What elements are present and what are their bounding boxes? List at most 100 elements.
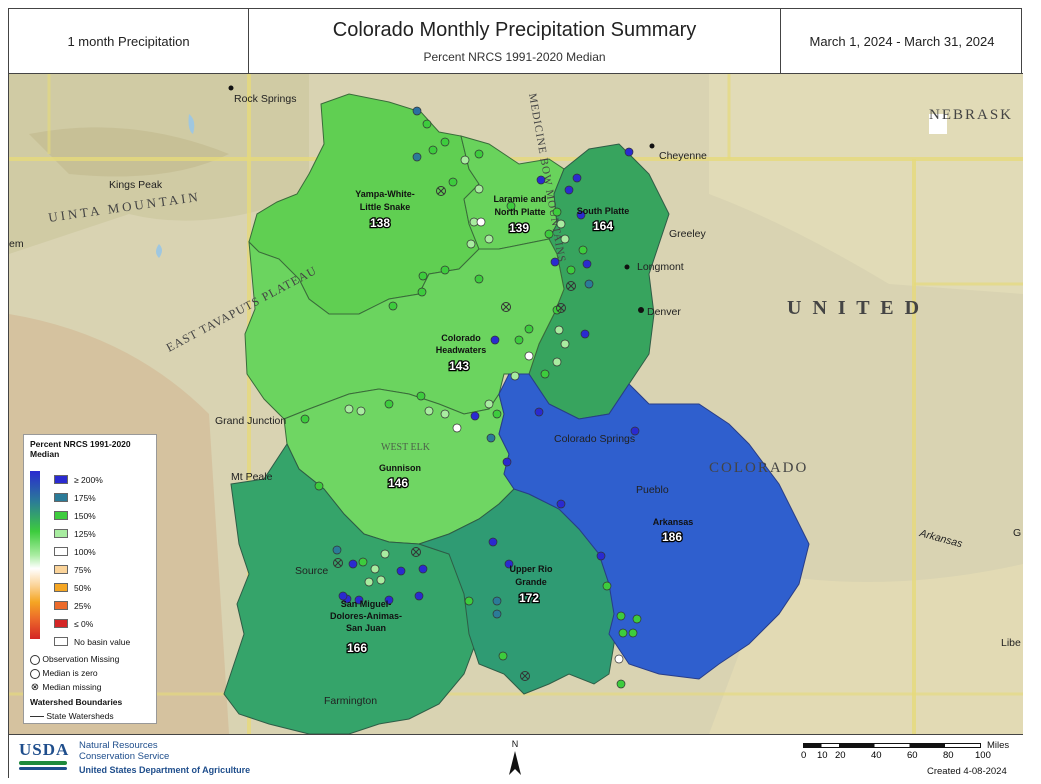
station-point[interactable]	[578, 245, 588, 255]
station-point[interactable]	[618, 628, 628, 638]
station-point[interactable]	[580, 329, 590, 339]
station-point[interactable]	[474, 274, 484, 284]
station-point[interactable]	[364, 577, 374, 587]
station-point[interactable]	[332, 545, 342, 555]
station-point[interactable]	[510, 371, 520, 381]
station-point[interactable]	[552, 207, 562, 217]
station-point[interactable]	[428, 145, 438, 155]
station-point[interactable]	[506, 201, 516, 211]
station-point[interactable]	[476, 217, 486, 227]
station-point[interactable]	[614, 654, 624, 664]
station-point[interactable]	[338, 591, 348, 601]
station-point[interactable]	[466, 239, 476, 249]
station-point[interactable]	[418, 564, 428, 574]
station-point[interactable]	[376, 575, 386, 585]
basin-arkansas[interactable]	[498, 373, 810, 680]
station-point[interactable]	[474, 184, 484, 194]
station-point[interactable]	[414, 591, 424, 601]
station-point[interactable]	[504, 559, 514, 569]
scale-tick: 60	[907, 750, 918, 761]
station-point[interactable]	[358, 557, 368, 567]
median-missing-marker[interactable]	[566, 281, 576, 291]
station-point[interactable]	[440, 137, 450, 147]
station-point[interactable]	[384, 595, 394, 605]
station-point[interactable]	[492, 409, 502, 419]
station-point[interactable]	[524, 351, 534, 361]
station-point[interactable]	[474, 149, 484, 159]
station-point[interactable]	[584, 279, 594, 289]
station-point[interactable]	[440, 409, 450, 419]
station-point[interactable]	[492, 596, 502, 606]
station-point[interactable]	[524, 324, 534, 334]
station-point[interactable]	[412, 152, 422, 162]
station-point[interactable]	[566, 265, 576, 275]
station-point[interactable]	[424, 406, 434, 416]
station-point[interactable]	[396, 566, 406, 576]
station-point[interactable]	[602, 581, 612, 591]
station-point[interactable]	[418, 271, 428, 281]
station-point[interactable]	[484, 399, 494, 409]
station-point[interactable]	[314, 481, 324, 491]
station-point[interactable]	[490, 335, 500, 345]
median-missing-marker[interactable]	[556, 303, 566, 313]
station-point[interactable]	[384, 399, 394, 409]
station-point[interactable]	[486, 433, 496, 443]
station-point[interactable]	[552, 357, 562, 367]
station-point[interactable]	[488, 537, 498, 547]
median-missing-marker[interactable]	[520, 671, 530, 681]
station-point[interactable]	[624, 147, 634, 157]
station-point[interactable]	[300, 414, 310, 424]
scale-tick: 10	[817, 750, 828, 761]
station-point[interactable]	[354, 595, 364, 605]
station-point[interactable]	[556, 219, 566, 229]
station-point[interactable]	[460, 155, 470, 165]
basin-san-miguel[interactable]	[223, 442, 480, 734]
station-point[interactable]	[448, 177, 458, 187]
station-point[interactable]	[576, 210, 586, 220]
median-missing-marker[interactable]	[436, 186, 446, 196]
station-point[interactable]	[572, 173, 582, 183]
station-point[interactable]	[440, 265, 450, 275]
station-point[interactable]	[560, 339, 570, 349]
station-point[interactable]	[417, 287, 427, 297]
station-point[interactable]	[564, 185, 574, 195]
station-point[interactable]	[514, 335, 524, 345]
station-point[interactable]	[616, 679, 626, 689]
median-missing-marker[interactable]	[333, 558, 343, 568]
station-point[interactable]	[356, 406, 366, 416]
station-point[interactable]	[370, 564, 380, 574]
station-point[interactable]	[596, 551, 606, 561]
station-point[interactable]	[540, 369, 550, 379]
station-point[interactable]	[422, 119, 432, 129]
median-missing-marker[interactable]	[411, 547, 421, 557]
station-point[interactable]	[484, 234, 494, 244]
station-point[interactable]	[380, 549, 390, 559]
station-point[interactable]	[630, 426, 640, 436]
station-point[interactable]	[492, 609, 502, 619]
station-point[interactable]	[616, 611, 626, 621]
station-point[interactable]	[412, 106, 422, 116]
station-point[interactable]	[502, 457, 512, 467]
station-point[interactable]	[470, 411, 480, 421]
station-point[interactable]	[560, 234, 570, 244]
station-point[interactable]	[464, 596, 474, 606]
map-canvas[interactable]: NEBRASK U N I T E D COLORADO UINTA MOUNT…	[9, 74, 1023, 734]
station-point[interactable]	[554, 325, 564, 335]
station-point[interactable]	[582, 259, 592, 269]
station-point[interactable]	[628, 628, 638, 638]
station-point[interactable]	[452, 423, 462, 433]
station-point[interactable]	[344, 404, 354, 414]
station-point[interactable]	[536, 175, 546, 185]
station-point[interactable]	[348, 559, 358, 569]
legend-median-missing: ⊗ Median missing	[30, 682, 102, 693]
station-point[interactable]	[544, 229, 554, 239]
station-point[interactable]	[534, 407, 544, 417]
basin-upper-rio-grande[interactable]	[417, 488, 620, 695]
station-point[interactable]	[550, 257, 560, 267]
station-point[interactable]	[498, 651, 508, 661]
station-point[interactable]	[632, 614, 642, 624]
station-point[interactable]	[388, 301, 398, 311]
median-missing-marker[interactable]	[501, 302, 511, 312]
station-point[interactable]	[556, 499, 566, 509]
station-point[interactable]	[416, 391, 426, 401]
